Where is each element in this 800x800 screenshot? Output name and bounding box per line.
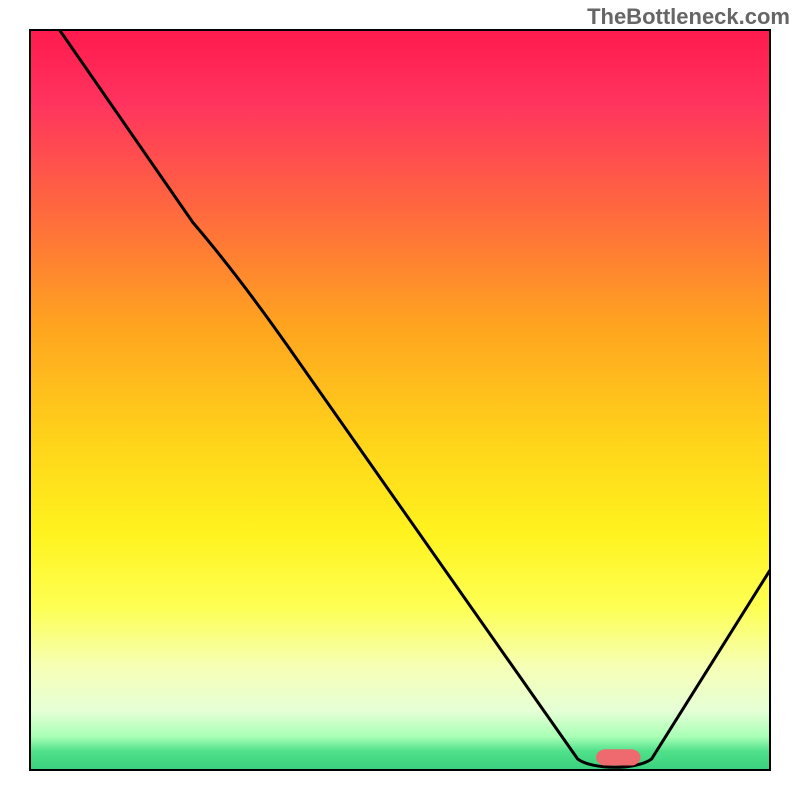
watermark-text: TheBottleneck.com	[587, 4, 790, 30]
bottleneck-chart	[0, 0, 800, 800]
optimal-range-marker	[596, 749, 640, 765]
plot-background	[30, 30, 770, 770]
chart-container: TheBottleneck.com	[0, 0, 800, 800]
